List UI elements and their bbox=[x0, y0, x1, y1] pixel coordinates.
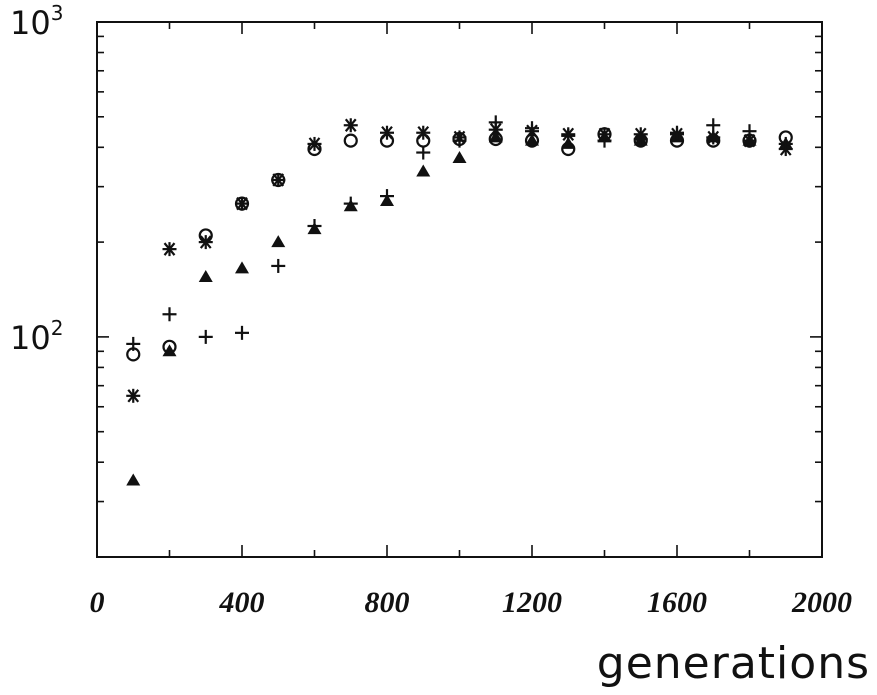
triangle-marker bbox=[271, 235, 286, 248]
data-point-triangle bbox=[561, 136, 576, 149]
data-point-asterisk bbox=[198, 235, 213, 250]
data-point-triangle bbox=[525, 133, 539, 146]
data-point-triangle bbox=[742, 133, 757, 146]
triangle-marker bbox=[706, 130, 721, 143]
data-point-asterisk bbox=[307, 136, 322, 151]
triangle-marker bbox=[126, 473, 141, 486]
data-point-plus bbox=[126, 336, 141, 351]
data-point-plus bbox=[235, 325, 249, 340]
data-point-plus bbox=[452, 133, 467, 148]
data-point-plus bbox=[670, 125, 684, 140]
data-point-plus bbox=[307, 218, 322, 233]
x-axis-label: generations bbox=[597, 638, 870, 689]
data-point-triangle bbox=[126, 473, 141, 486]
data-point-triangle bbox=[271, 235, 286, 248]
triangle-marker bbox=[452, 150, 467, 163]
data-point-triangle bbox=[706, 130, 721, 143]
data-point-plus bbox=[597, 133, 612, 148]
x-tick-label: 800 bbox=[365, 586, 410, 619]
data-point-plus bbox=[561, 128, 576, 143]
x-tick-label: 400 bbox=[219, 586, 265, 619]
data-point-asterisk bbox=[380, 125, 394, 140]
triangle-marker bbox=[561, 136, 576, 149]
data-point-triangle bbox=[452, 150, 467, 163]
x-tick-label: 1600 bbox=[647, 586, 707, 619]
data-point-plus bbox=[633, 132, 648, 147]
triangle-marker bbox=[198, 269, 213, 282]
axis-ticks bbox=[96, 21, 823, 558]
data-point-asterisk bbox=[235, 196, 249, 211]
x-tick-label: 1200 bbox=[502, 586, 562, 619]
data-point-triangle bbox=[488, 130, 503, 143]
circle-marker bbox=[343, 133, 358, 148]
triangle-marker bbox=[525, 133, 539, 146]
data-point-plus bbox=[525, 121, 539, 136]
data-point-plus bbox=[706, 118, 721, 133]
data-point-plus bbox=[198, 329, 213, 344]
triangle-marker bbox=[162, 344, 177, 357]
x-tick-labels: 0 400 800 1200 1600 2000 bbox=[90, 586, 853, 619]
data-point-circle bbox=[343, 133, 358, 148]
triangle-marker bbox=[742, 133, 757, 146]
data-point-plus bbox=[488, 115, 503, 130]
data-point-plus bbox=[271, 258, 286, 273]
data-point-plus bbox=[416, 145, 431, 160]
triangle-marker bbox=[235, 261, 249, 274]
y-tick-labels: 102 103 bbox=[10, 1, 63, 357]
plot-frame-group bbox=[96, 21, 823, 558]
data-point-asterisk bbox=[416, 125, 431, 140]
data-point-asterisk bbox=[343, 118, 358, 133]
data-point-plus bbox=[742, 124, 757, 139]
data-point-plus bbox=[343, 196, 358, 211]
x-tick-label: 0 bbox=[90, 586, 105, 619]
data-point-plus bbox=[380, 189, 394, 204]
data-point-asterisk bbox=[271, 172, 286, 187]
data-point-plus bbox=[778, 136, 793, 151]
triangle-marker bbox=[416, 164, 431, 177]
data-point-triangle bbox=[416, 164, 431, 177]
data-point-triangle bbox=[235, 261, 249, 274]
y-tick-label: 103 bbox=[10, 1, 63, 42]
data-point-triangle bbox=[198, 269, 213, 282]
triangle-marker bbox=[488, 130, 503, 143]
data-point-triangle bbox=[162, 344, 177, 357]
data-point-plus bbox=[162, 307, 177, 322]
y-tick-label: 102 bbox=[10, 316, 63, 357]
plot-frame bbox=[96, 21, 823, 558]
x-tick-label: 2000 bbox=[791, 586, 852, 619]
data-point-asterisk bbox=[162, 242, 177, 257]
data-point-asterisk bbox=[126, 388, 141, 403]
data-markers bbox=[126, 115, 793, 486]
